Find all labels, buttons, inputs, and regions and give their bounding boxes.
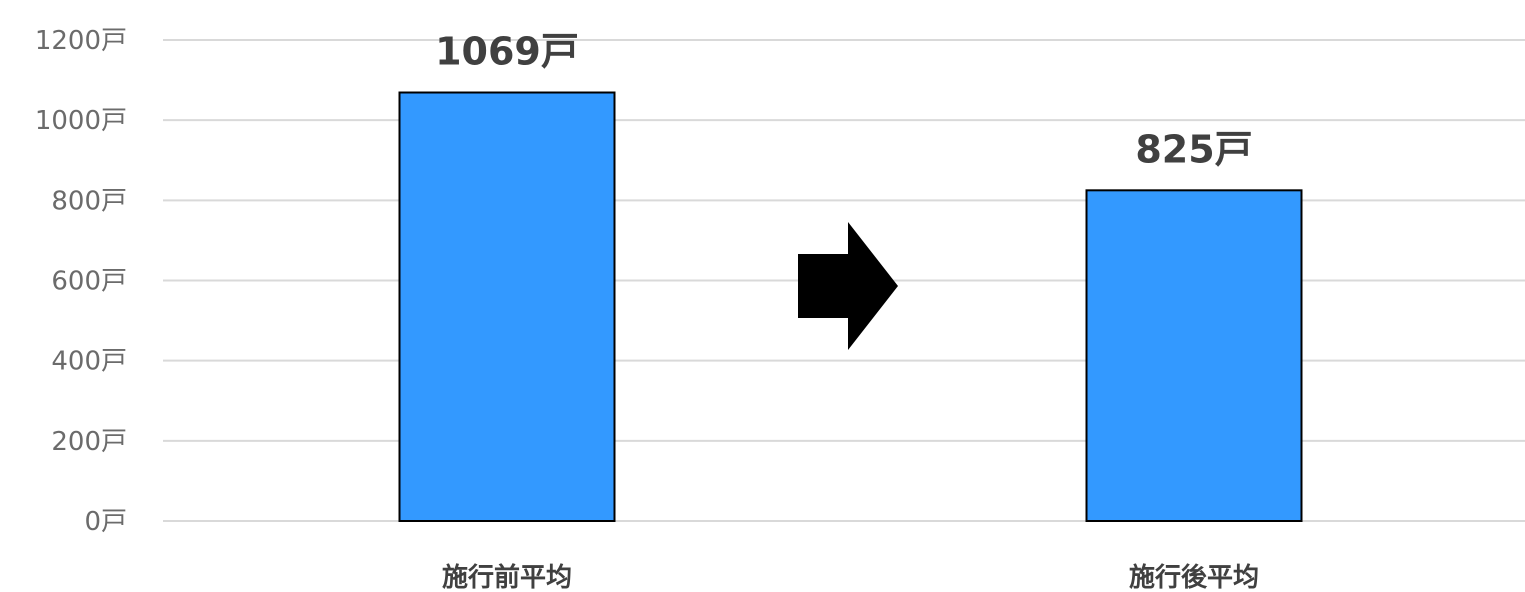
bar	[1085, 189, 1303, 522]
category-label: 施行後平均	[1129, 562, 1259, 592]
grid-lines	[163, 39, 1525, 522]
category-label: 施行前平均	[442, 562, 572, 592]
data-label: 825戸	[1135, 127, 1252, 171]
bar	[398, 91, 616, 523]
arrow-right-icon	[798, 222, 898, 350]
y-tick-label: 400戸	[51, 347, 127, 377]
bars	[398, 91, 1303, 523]
y-tick-label: 0戸	[84, 507, 127, 537]
y-tick-label: 600戸	[51, 267, 127, 297]
y-tick-label: 800戸	[51, 186, 127, 216]
category-labels: 施行前平均 施行後平均	[442, 562, 1259, 592]
y-tick-label: 1200戸	[35, 26, 127, 56]
data-labels: 1069戸 825戸	[435, 30, 1253, 172]
data-label: 1069戸	[435, 30, 579, 74]
y-tick-label: 1000戸	[35, 106, 127, 136]
y-tick-label: 200戸	[51, 427, 127, 457]
y-axis-ticks: 0戸 200戸 400戸 600戸 800戸 1000戸 1200戸	[35, 26, 127, 537]
